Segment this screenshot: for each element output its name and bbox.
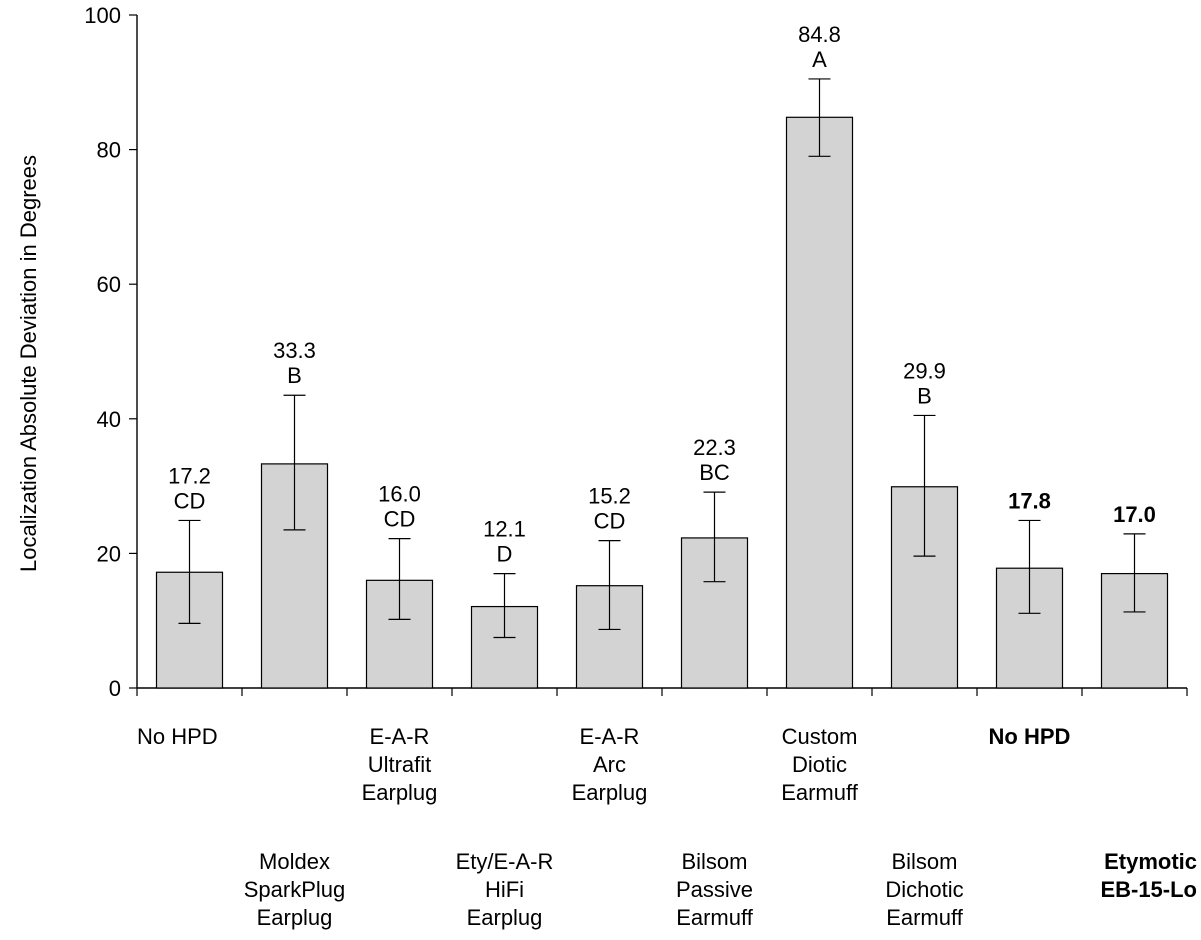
x-tick-label: Earplug (257, 905, 333, 930)
x-tick-label: Dichotic (885, 877, 963, 902)
y-tick-label: 60 (97, 272, 121, 297)
x-tick-label: Arc (593, 752, 626, 777)
x-tick-label: Etymotic (1104, 849, 1197, 874)
x-tick-label: Earmuff (886, 905, 964, 930)
data-label: 84.8 (798, 22, 841, 47)
y-tick-label: 20 (97, 541, 121, 566)
bar (785, 116, 854, 689)
x-tick-label: Ety/E-A-R (456, 849, 554, 874)
x-tick-label: Earplug (362, 780, 438, 805)
x-tick-label: Moldex (259, 849, 330, 874)
x-tick-label: E-A-R (580, 724, 640, 749)
data-label: 12.1 (483, 517, 526, 542)
x-tick-label: Earplug (467, 905, 543, 930)
group-label: CD (174, 488, 206, 513)
data-label: 33.3 (273, 338, 316, 363)
x-tick-label: Bilsom (891, 849, 957, 874)
group-label: CD (594, 509, 626, 534)
x-tick-label: No HPD (989, 724, 1071, 749)
x-tick-label: Earmuff (781, 780, 859, 805)
data-label: 15.2 (588, 484, 631, 509)
x-tick-label: E-A-R (370, 724, 430, 749)
x-tick-label: HiFi (485, 877, 524, 902)
group-label: BC (699, 460, 730, 485)
x-tick-label: EB-15-Lo (1100, 877, 1197, 902)
y-axis-label-group: Localization Absolute Deviation in Degre… (16, 155, 41, 572)
x-tick-label: Ultrafit (368, 752, 432, 777)
group-label: D (497, 542, 513, 567)
data-label: 17.8 (1008, 488, 1051, 513)
error-bars (178, 78, 1146, 639)
group-label: B (917, 383, 932, 408)
data-label: 17.2 (168, 463, 211, 488)
bars (155, 116, 1169, 689)
x-tick-label: Diotic (792, 752, 847, 777)
x-tick-label: Earmuff (676, 905, 754, 930)
group-label: CD (384, 507, 416, 532)
group-label: B (287, 363, 302, 388)
y-tick-label: 80 (97, 138, 121, 163)
data-label: 17.0 (1113, 502, 1156, 527)
y-tick-label: 40 (97, 407, 121, 432)
data-label: 29.9 (903, 358, 946, 383)
x-tick-label: Custom (782, 724, 858, 749)
data-label: 16.0 (378, 482, 421, 507)
x-tick-label: Earplug (572, 780, 648, 805)
y-axis-label: Localization Absolute Deviation in Degre… (16, 155, 41, 572)
group-label: A (812, 47, 827, 72)
y-tick-label: 100 (84, 3, 121, 28)
y-tick-label: 0 (109, 676, 121, 701)
x-tick-label: SparkPlug (244, 877, 346, 902)
x-tick-label: Bilsom (681, 849, 747, 874)
x-tick-label: No HPD (137, 724, 218, 749)
category-labels: No HPD Moldex SparkPlug Earplug E-A-R Ultrafi… (137, 724, 1197, 930)
x-tick-label: Passive (676, 877, 753, 902)
data-label: 22.3 (693, 435, 736, 460)
